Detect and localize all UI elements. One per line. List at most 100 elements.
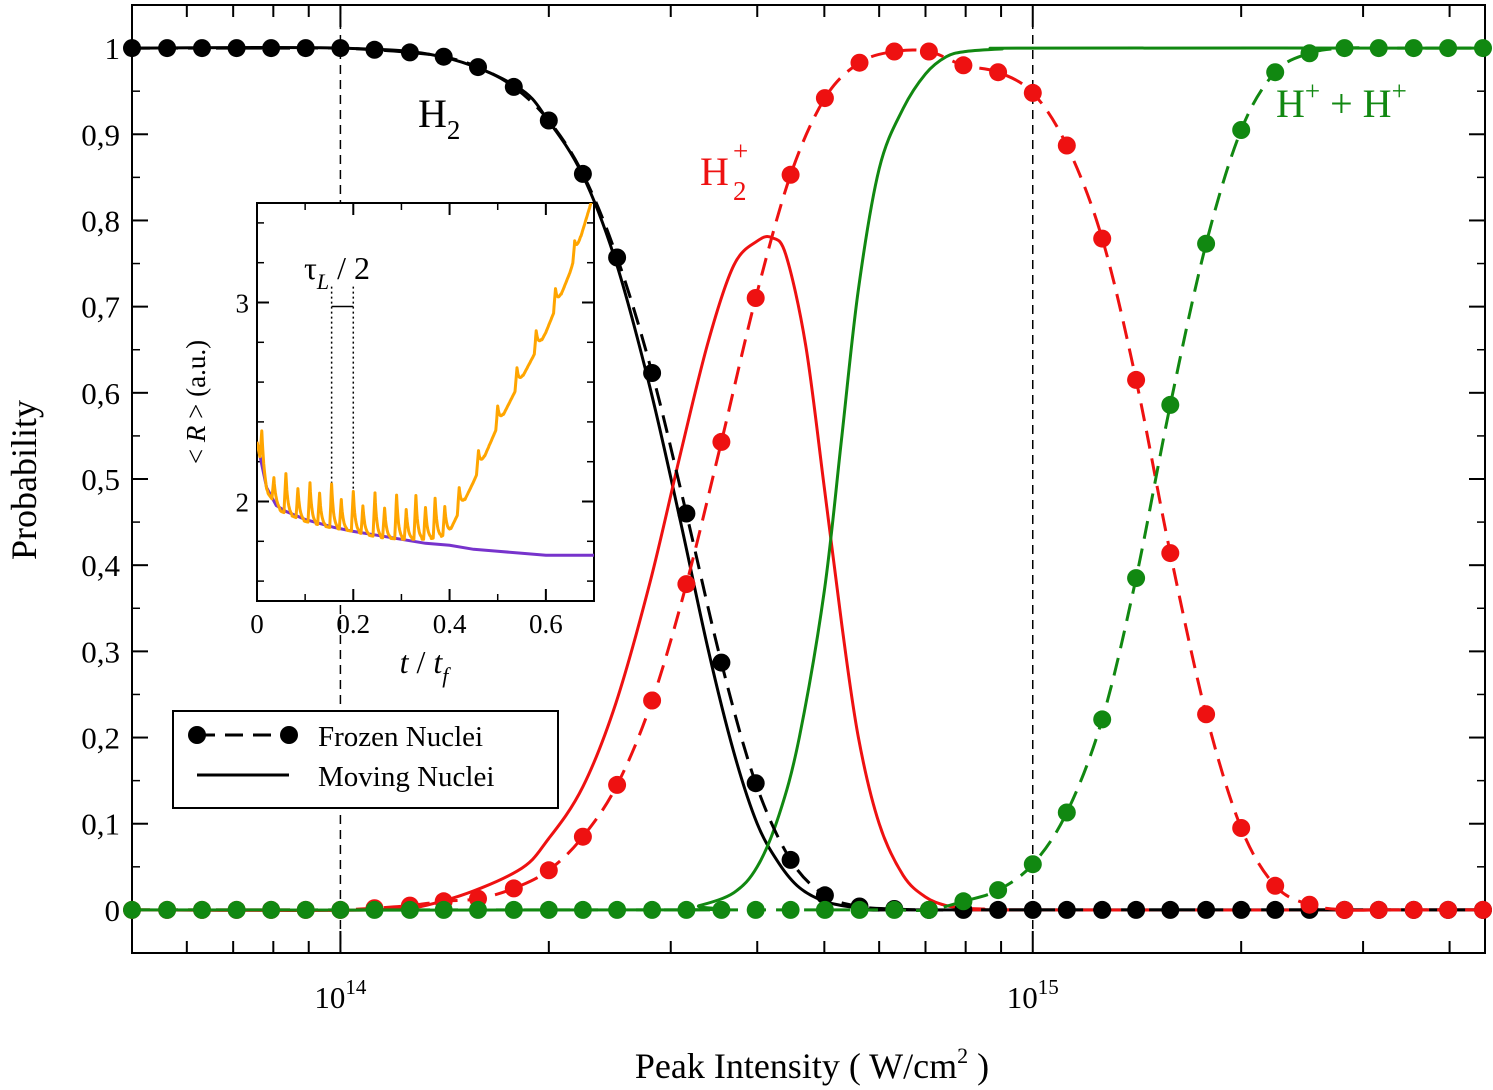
main-axis-labels: Peak Intensity ( W/cm2 ) Probability [4,400,989,1086]
frozen-point-h2 [1161,900,1180,919]
annotation-h2: H2 [418,91,460,145]
frozen-point-h2plus [1093,229,1112,248]
frozen-point-h2plus [885,42,904,61]
frozen-point-hh [469,900,487,919]
frozen-point-h2plus [1300,895,1319,914]
inset-y-tick-label: 3 [236,289,250,319]
frozen-point-h2 [746,774,765,793]
frozen-point-hh [365,900,384,919]
frozen-point-h2 [365,40,384,59]
frozen-point-h2plus [1439,900,1458,919]
frozen-point-hh [1439,39,1458,58]
inset-frame [256,202,595,602]
frozen-point-hh [885,900,904,919]
y-tick-label: 0,9 [81,117,120,152]
frozen-point-hh [296,900,315,919]
frozen-point-hh [850,900,869,919]
y-tick-label: 0 [105,893,121,928]
frozen-point-hh [643,900,662,919]
frozen-point-h2plus [1266,876,1285,895]
frozen-point-h2plus [815,89,834,108]
annotation-h2plus-base: H [700,149,729,194]
frozen-point-hh [781,900,800,919]
inset-tau-annotation: τL / 2 [304,250,370,294]
frozen-point-h2plus [539,861,558,880]
inset-x-axis-label: t / tf [400,644,452,688]
frozen-point-h2 [1023,900,1042,919]
frozen-point-hh [1161,395,1180,414]
y-tick-label: 0,8 [81,203,120,238]
frozen-point-h2plus [1335,900,1354,919]
frozen-point-h2plus [919,42,938,61]
frozen-point-h2plus [573,827,592,846]
frozen-point-h2 [1057,900,1076,919]
x-axis-label: Peak Intensity ( W/cm2 ) [635,1043,989,1086]
frozen-point-h2 [1266,900,1285,919]
frozen-point-hh [1335,39,1354,58]
frozen-point-h2 [677,504,696,523]
frozen-point-hh [712,900,731,919]
x-tick-label: 1015 [1007,975,1059,1015]
frozen-point-hh [1474,39,1492,58]
inset-x-tick-label: 0 [250,609,264,639]
frozen-point-h2 [469,58,487,77]
y-tick-label: 0,1 [81,807,120,842]
y-tick-label: 0,3 [81,634,120,669]
frozen-point-hh [1300,44,1319,63]
frozen-point-h2plus [1161,544,1180,563]
frozen-point-h2plus [1197,705,1216,724]
frozen-point-hh [919,900,938,919]
moving-line-hh [131,46,1486,912]
legend-moving-label: Moving Nuclei [318,761,494,793]
frozen-point-h2plus [1232,819,1251,837]
inset-moving-line [257,203,593,541]
frozen-point-h2 [1093,900,1112,919]
frozen-point-hh [1232,121,1251,139]
frozen-point-h2plus [746,289,765,307]
inset-x-tick-label: 0.2 [336,609,370,639]
frozen-point-hh [608,900,627,919]
y-tick-label: 0,4 [81,548,120,583]
frozen-point-hh [1127,569,1146,588]
inset-labels: t / tf < R > (a.u.) τL / 2 [181,250,451,688]
frozen-point-h2 [712,653,731,672]
y-axis-label: Probability [4,400,44,560]
frozen-point-hh [1023,855,1042,874]
inset-chart: 0 0.2 0.4 0.6 2 3 [236,202,595,639]
frozen-point-h2plus [1023,83,1042,102]
main-plot: 0 0,1 0,2 0,3 0,4 0,5 0,6 0,7 0,8 0,9 1 1014 1015 [81,4,1492,1015]
frozen-point-hh [504,900,523,919]
frozen-point-hh [1369,39,1388,58]
frozen-point-h2plus [608,775,627,794]
frozen-point-h2 [1197,900,1216,919]
frozen-point-h2plus [643,691,662,710]
frozen-point-h2 [331,39,350,58]
y-tick-label: 0,2 [81,721,120,756]
annotation-hh: H+ + H+ [1276,76,1407,126]
frozen-point-h2 [400,43,419,62]
legend-frozen-label: Frozen Nuclei [318,721,483,753]
frozen-point-h2plus [1057,136,1076,155]
frozen-point-hh [1093,710,1112,729]
x-tick-label: 1014 [314,975,367,1015]
frozen-point-hh [539,900,558,919]
frozen-point-h2plus [504,879,523,898]
frozen-point-h2 [1232,900,1251,919]
frozen-point-h2 [539,111,558,130]
inset-x-tick-label: 0.6 [529,609,563,639]
annotation-h2plus-sub: 2 [733,176,747,206]
frozen-point-h2 [643,364,662,382]
frozen-point-h2plus [954,56,973,75]
inset-y-tick-label: 2 [236,488,250,518]
annotation-h2plus-sup: + [733,136,748,166]
inset-series [257,203,594,557]
frozen-point-hh [123,900,141,919]
frozen-point-h2 [608,248,627,267]
frozen-point-h2 [434,47,453,66]
frozen-point-h2 [1127,900,1146,919]
frozen-point-h2 [227,39,246,58]
y-tick-label: 0,7 [81,290,120,325]
frozen-point-hh [989,881,1008,900]
legend-frozen-marker-1 [188,726,206,744]
